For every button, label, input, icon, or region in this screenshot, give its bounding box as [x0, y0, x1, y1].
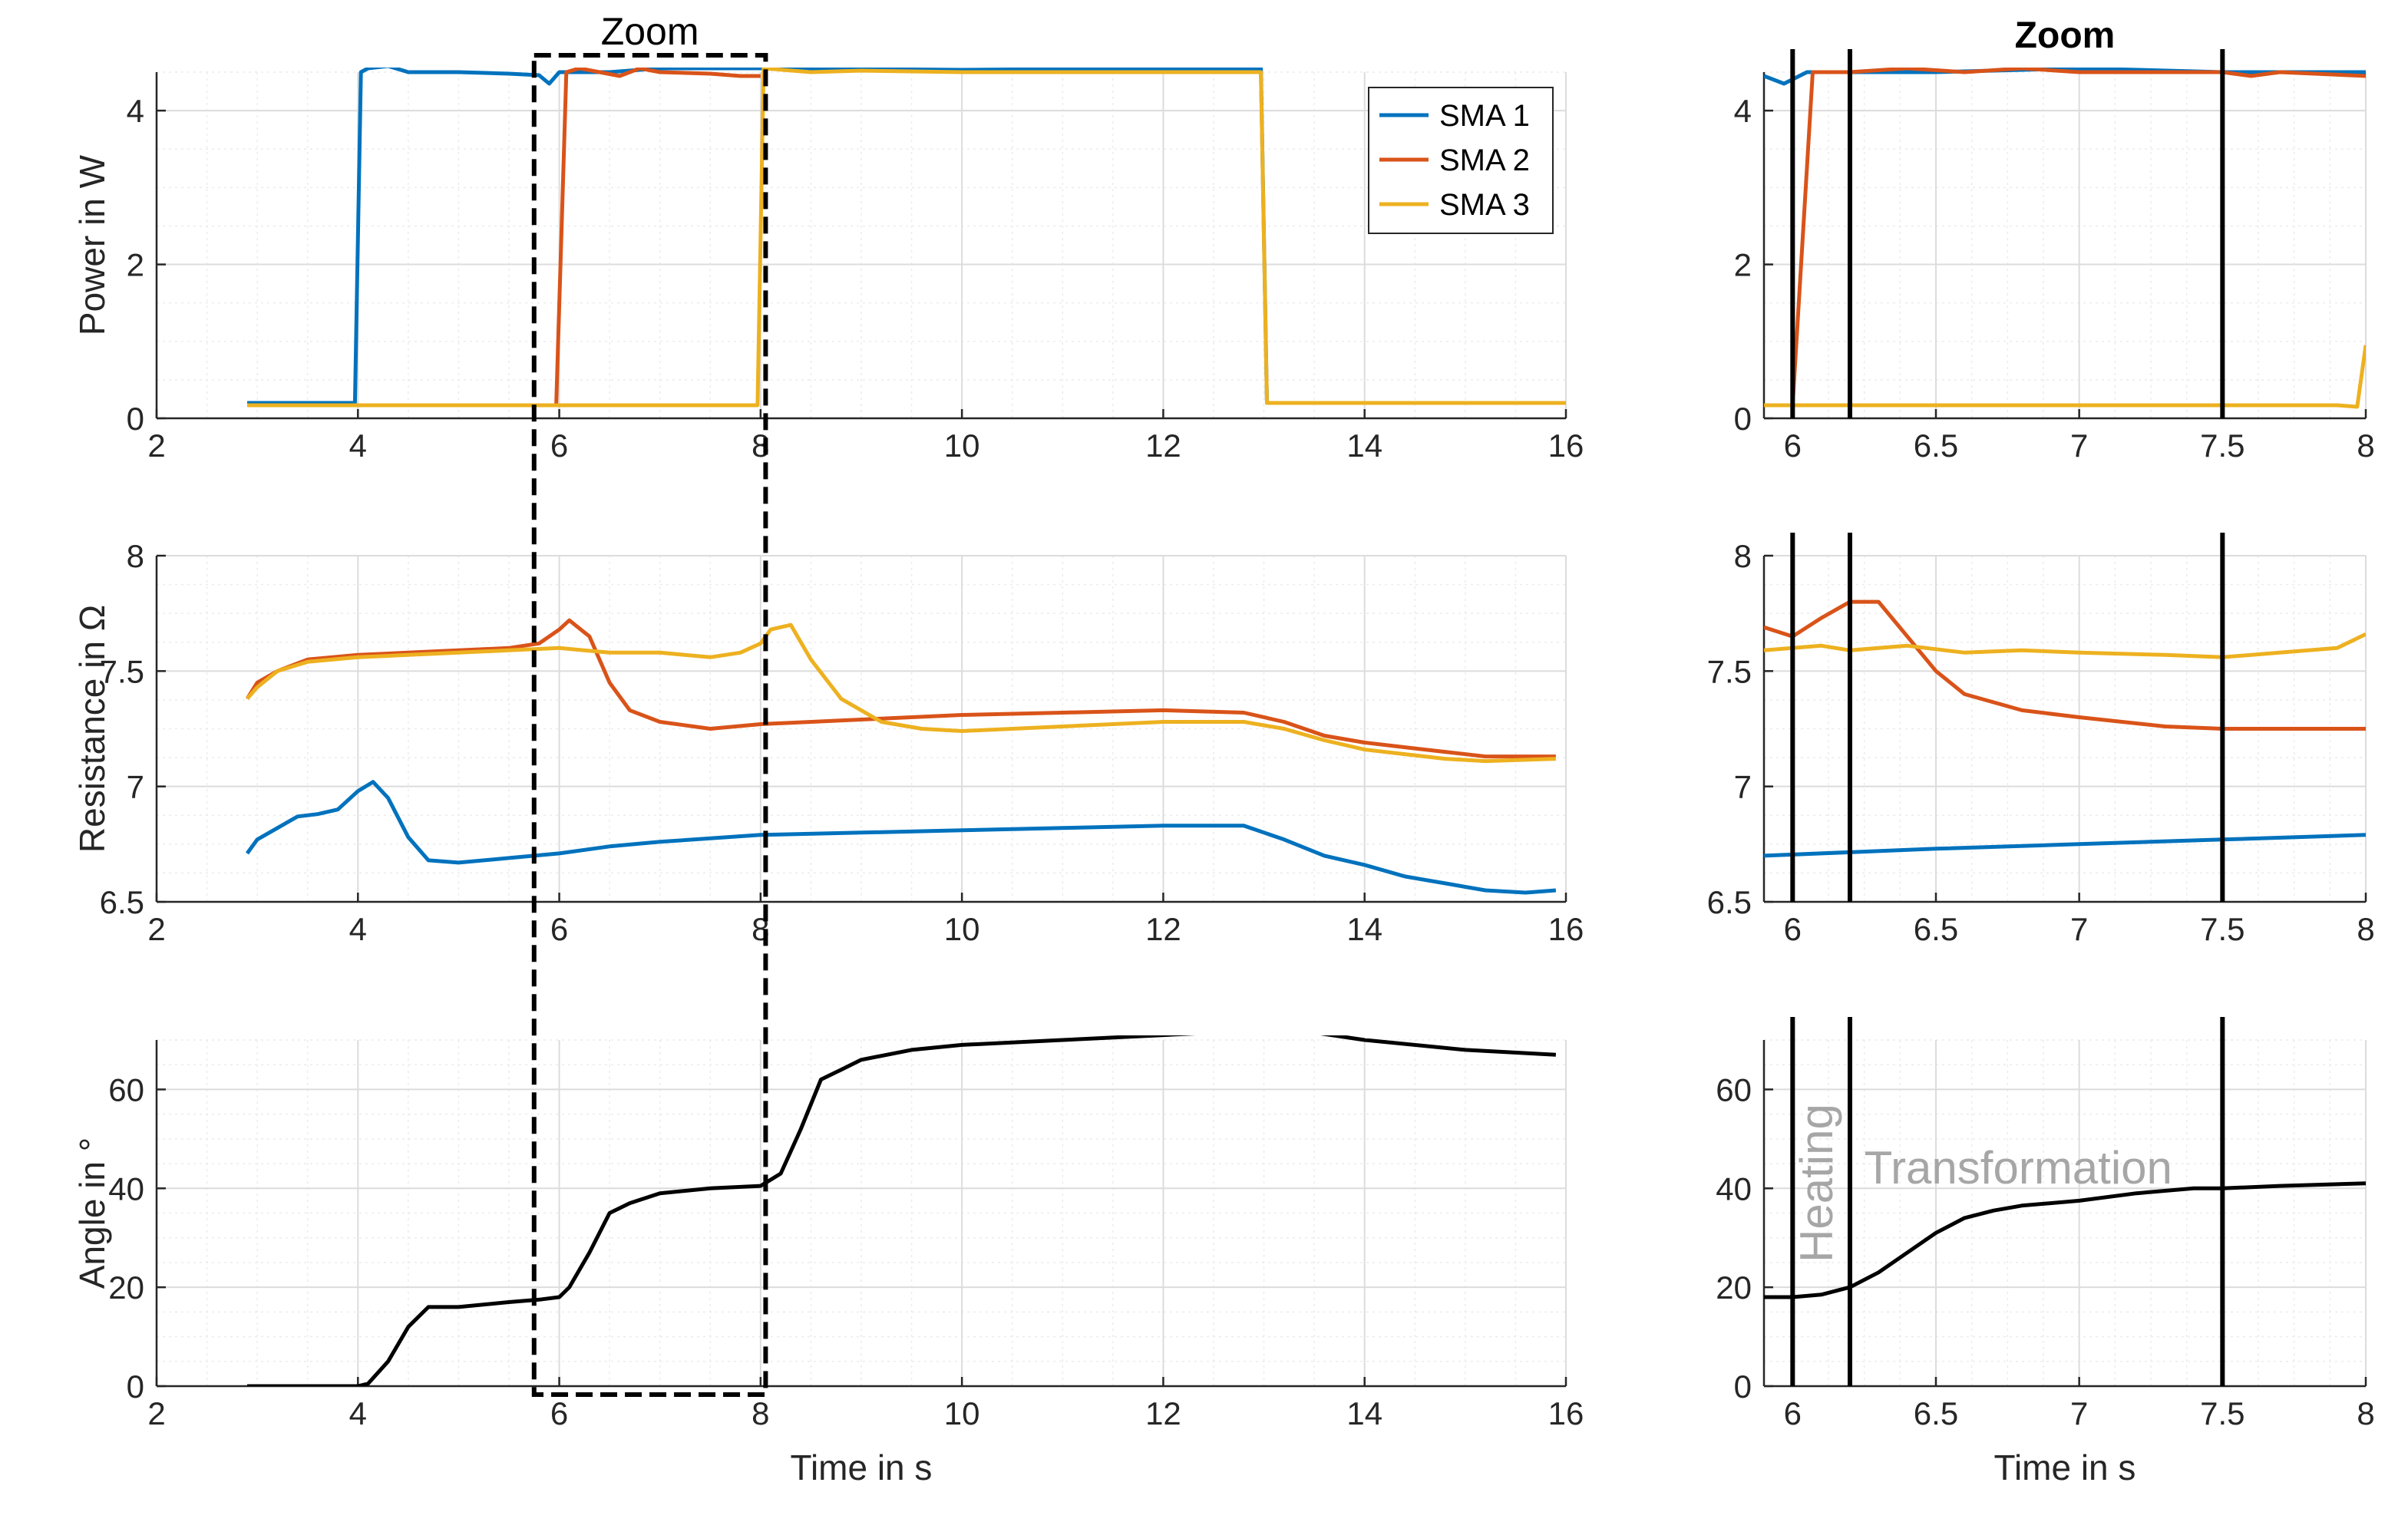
- y-tick-label: 0: [127, 1368, 144, 1405]
- x-tick-label: 14: [1346, 428, 1382, 464]
- chart-left-angle: 2 4 6 8 10 12 14 16 0 20 40 60 Angle in ° Time in s: [72, 1035, 1584, 1487]
- series-line-sma-3: [246, 622, 1556, 764]
- x-tick-label: 14: [1346, 1395, 1382, 1431]
- chart-right-power: 6 6.5 7 7.5 8 0 2 4 Zoom: [1734, 15, 2375, 464]
- series-line-angle: [1764, 1181, 2366, 1299]
- x-tick-label: 6.5: [1914, 428, 1958, 464]
- y-tick-label: 2: [1734, 247, 1752, 283]
- series-line-angle: [247, 1035, 1557, 1386]
- legend-entry: SMA 3: [1439, 188, 1530, 222]
- series-line-sma-1: [245, 780, 1557, 895]
- x-tick-label: 6: [550, 911, 568, 947]
- x-tick-label: 4: [349, 1395, 367, 1431]
- x-tick-label: 6: [550, 428, 568, 464]
- y-tick-label: 0: [1734, 401, 1752, 437]
- y-tick-label: 7.5: [1707, 653, 1752, 689]
- x-tick-label: 12: [1145, 428, 1181, 464]
- x-tick-label: 12: [1145, 911, 1181, 947]
- x-axis-label: Time in s: [791, 1448, 933, 1487]
- x-tick-label: 7.5: [2200, 911, 2244, 947]
- y-tick-label: 6.5: [100, 884, 144, 920]
- x-tick-label: 7: [2070, 1395, 2088, 1431]
- x-tick-label: 2: [147, 1395, 165, 1431]
- series-line-sma-2: [1764, 68, 2366, 408]
- x-tick-label: 7: [2070, 428, 2088, 464]
- y-tick-label: 40: [108, 1170, 144, 1207]
- y-tick-label: 60: [1716, 1071, 1752, 1108]
- zoom-title: Zoom: [2015, 15, 2116, 56]
- x-tick-label: 10: [944, 428, 980, 464]
- x-tick-label: 8: [751, 1395, 769, 1431]
- x-tick-label: 6: [550, 1395, 568, 1431]
- y-tick-label: 20: [1716, 1269, 1752, 1306]
- plot-area: [1764, 72, 2366, 418]
- chart-right-angle: 6 6.5 7 7.5 8 0 20 40 60 Time in s Heating Transfor…: [1716, 1017, 2375, 1487]
- y-axis-label: Angle in °: [72, 1137, 112, 1289]
- y-tick-label: 4: [127, 93, 144, 129]
- y-tick-label: 7.5: [100, 653, 144, 689]
- x-tick-label: 6.5: [1914, 1395, 1958, 1431]
- annotation-transformation: Transformation: [1865, 1142, 2172, 1193]
- x-tick-label: 7: [2070, 911, 2088, 947]
- zoom-box-title: Zoom: [601, 10, 699, 53]
- chart-right-resistance: 6 6.5 7 7.5 8 6.5 7 7.5 8: [1707, 533, 2375, 947]
- series-line-sma-3: [1764, 345, 2366, 409]
- y-tick-label: 40: [1716, 1170, 1752, 1207]
- series-line-sma-3: [247, 68, 1566, 408]
- x-tick-label: 6: [1784, 1395, 1802, 1431]
- y-tick-label: 8: [1734, 538, 1752, 574]
- y-tick-label: 4: [1734, 93, 1752, 129]
- series-line-sma-1: [247, 68, 1566, 405]
- y-tick-label: 0: [127, 401, 144, 437]
- x-tick-label: 6.5: [1914, 911, 1958, 947]
- y-tick-label: 60: [108, 1071, 144, 1108]
- y-axis-label: Power in W: [72, 154, 112, 335]
- annotation-heating: Heating: [1791, 1104, 1842, 1263]
- legend-entry: SMA 1: [1439, 99, 1530, 133]
- x-tick-label: 7.5: [2200, 428, 2244, 464]
- y-axis-label: Resistance in Ω: [72, 605, 112, 853]
- x-tick-label: 16: [1548, 428, 1584, 464]
- y-tick-label: 2: [127, 247, 144, 283]
- series-line-sma-2: [245, 618, 1556, 759]
- y-tick-label: 7: [1734, 769, 1752, 805]
- y-tick-label: 8: [127, 538, 144, 574]
- x-tick-label: 16: [1548, 1395, 1584, 1431]
- series-line-sma-3: [1764, 632, 2366, 659]
- x-tick-label: 6: [1784, 428, 1802, 464]
- x-tick-label: 12: [1145, 1395, 1181, 1431]
- x-tick-label: 2: [147, 911, 165, 947]
- x-tick-label: 4: [349, 428, 367, 464]
- x-tick-label: 4: [349, 911, 367, 947]
- x-tick-label: 7.5: [2200, 1395, 2244, 1431]
- x-tick-label: 8: [2357, 428, 2374, 464]
- series-line-sma-1: [1764, 833, 2366, 858]
- zoom-box: [531, 53, 768, 1397]
- legend-entry: SMA 2: [1439, 144, 1530, 177]
- x-tick-label: 16: [1548, 911, 1584, 947]
- x-tick-label: 14: [1346, 911, 1382, 947]
- series-line-sma-2: [247, 68, 761, 408]
- x-tick-label: 8: [2357, 1395, 2374, 1431]
- series-line-sma-2: [1764, 599, 2366, 731]
- y-tick-label: 7: [127, 769, 144, 805]
- x-axis-label: Time in s: [1994, 1448, 2136, 1487]
- y-tick-label: 20: [108, 1269, 144, 1306]
- x-tick-label: 6: [1784, 911, 1802, 947]
- x-tick-label: 2: [147, 428, 165, 464]
- x-tick-label: 8: [2357, 911, 2374, 947]
- y-tick-label: 6.5: [1707, 884, 1752, 920]
- x-tick-label: 10: [944, 911, 980, 947]
- legend: SMA 1 SMA 2 SMA 3: [1368, 87, 1554, 234]
- y-tick-label: 0: [1734, 1368, 1752, 1405]
- x-tick-label: 10: [944, 1395, 980, 1431]
